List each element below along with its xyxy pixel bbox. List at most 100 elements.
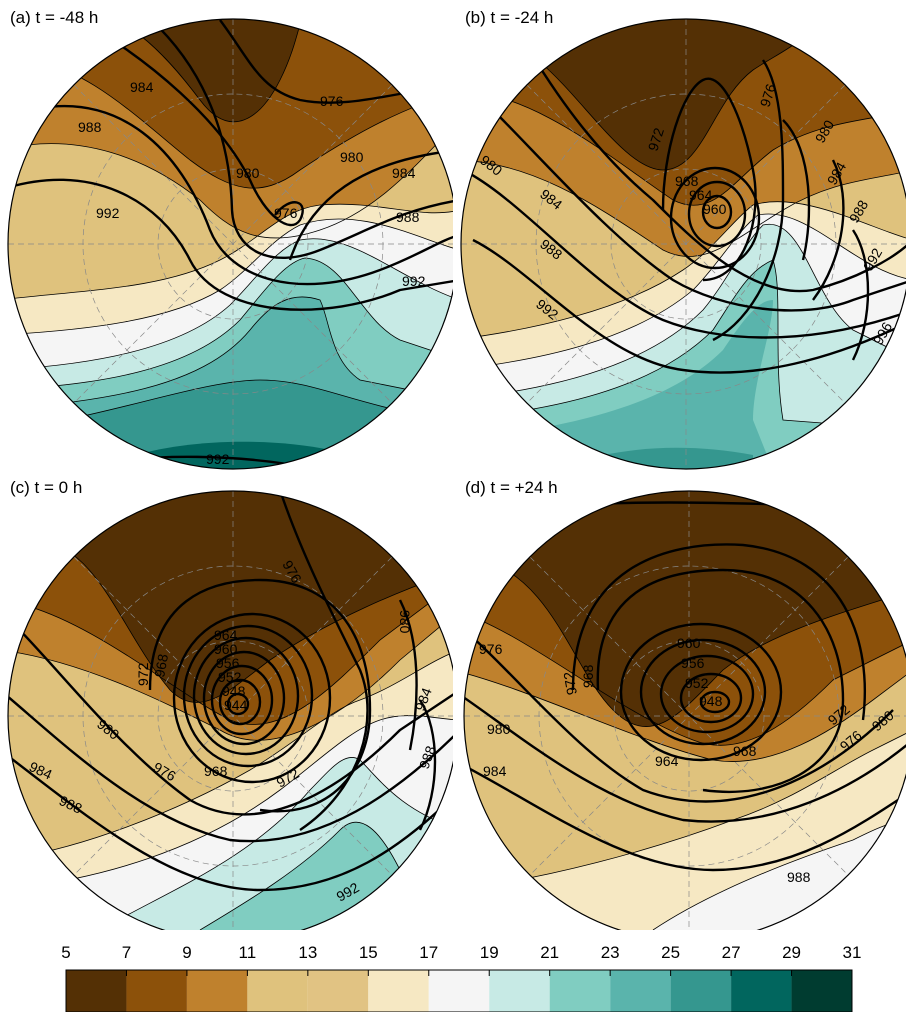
isobar-label: 984 <box>392 165 416 181</box>
isobar-label: 988 <box>787 869 811 885</box>
colorbar-swatch <box>791 970 852 1012</box>
isobar-label: 984 <box>412 685 435 713</box>
colorbar-tick-label: 11 <box>239 943 257 962</box>
shading-layer: 976 960 956 952 948 968 972 980 964 968 … <box>464 491 906 941</box>
colorbar-tick-label: 31 <box>843 943 862 962</box>
isobar-label: 968 <box>733 743 757 759</box>
isobar-labels: 984 976 988 980 980 984 992 976 988 992 … <box>78 79 426 467</box>
isobar-label: 948 <box>699 693 723 709</box>
colorbar-tick-label: 29 <box>782 943 801 962</box>
colorbar-tick-label: 13 <box>298 943 317 962</box>
shade-region <box>40 491 458 703</box>
panel-title: (a) t = -48 h <box>10 8 99 27</box>
colorbar-swatch <box>549 970 611 1012</box>
colorbar-swatch <box>186 970 248 1012</box>
isobar-label: 988 <box>396 209 420 225</box>
colorbar: 5 7 9 11 13 15 17 19 21 23 25 27 29 31 <box>0 930 906 1013</box>
shade-region <box>483 491 906 727</box>
graticule <box>8 491 458 941</box>
isobar-label: 964 <box>689 187 713 203</box>
isobar-label: 976 <box>274 205 298 221</box>
isobar-label: 968 <box>151 653 171 679</box>
panel-map: 976 980 964 960 956 952 948 944 972 968 … <box>7 490 459 942</box>
isobar-label: 984 <box>483 763 507 779</box>
colorbar-tick-label: 23 <box>601 943 620 962</box>
panel-map: 976 960 956 952 948 968 972 980 964 968 … <box>463 490 906 942</box>
colorbar-tick-label: 5 <box>61 943 70 962</box>
panel-d: (d) t = +24 h <box>453 470 906 942</box>
isobar-label: 972 <box>135 662 151 686</box>
colorbar-swatch <box>428 970 490 1012</box>
shading-layer: 976 972 976 980 980 968 964 960 984 984 … <box>461 19 906 469</box>
panel-a: (a) t = -48 h <box>0 0 459 470</box>
isobar-label: 992 <box>402 273 426 289</box>
isobar-label: 980 <box>236 165 260 181</box>
isobar-label: 976 <box>479 641 503 657</box>
colorbar-swatch <box>610 970 671 1012</box>
colorbar-tick-label: 15 <box>359 943 378 962</box>
isobar-label: 980 <box>487 721 511 737</box>
isobar-label: 968 <box>204 763 228 779</box>
panel-title: (c) t = 0 h <box>10 478 83 497</box>
colorbar-swatch <box>368 970 429 1012</box>
isobar-label: 988 <box>78 119 102 135</box>
isobar-layer <box>8 19 458 469</box>
isobar-label: 956 <box>681 655 705 671</box>
colorbar-tick-label: 21 <box>540 943 559 962</box>
isobar-label: 968 <box>675 173 699 189</box>
panel-map: 976 972 976 980 980 968 964 960 984 984 … <box>460 18 906 470</box>
isobar-label: 960 <box>214 641 238 657</box>
isobar-label: 948 <box>222 683 246 699</box>
map-boundary <box>460 18 906 470</box>
colorbar-tick-label: 19 <box>480 943 499 962</box>
colorbar-swatch <box>307 970 369 1012</box>
colorbar-tick-label: 9 <box>182 943 191 962</box>
graticule <box>8 19 458 469</box>
isobar-label: 952 <box>685 675 709 691</box>
isobar-label: 944 <box>224 697 248 713</box>
isobar-label: 972 <box>645 126 668 153</box>
isobar-label: 952 <box>218 669 242 685</box>
panel-b: (b) t = -24 h <box>453 0 906 470</box>
isobar-label: 976 <box>757 82 780 109</box>
shading-layer: 976 980 964 960 956 952 948 944 972 968 … <box>8 491 458 941</box>
isobar-label: 980 <box>397 610 413 634</box>
isobar-label: 960 <box>703 201 727 217</box>
colorbar-swatch <box>247 970 308 1012</box>
isobar-label: 984 <box>130 79 154 95</box>
colorbar-tick-label: 17 <box>419 943 438 962</box>
colorbar-tick-label: 7 <box>122 943 131 962</box>
isobar-label: 964 <box>214 627 238 643</box>
colorbar-swatch <box>670 970 732 1012</box>
colorbar-tick-label: 25 <box>661 943 680 962</box>
isobar-label: 968 <box>580 664 596 688</box>
panel-title: (d) t = +24 h <box>465 478 558 497</box>
colorbar-tick-label: 27 <box>722 943 741 962</box>
isobar-label: 992 <box>96 205 120 221</box>
graticule <box>461 19 906 469</box>
colorbar-swatch <box>126 970 187 1012</box>
isobar-label: 964 <box>655 753 679 769</box>
isobar-label: 976 <box>320 93 344 109</box>
isobar-layer <box>462 39 906 374</box>
isobar-label: 988 <box>416 743 439 771</box>
isobar-layer <box>464 501 906 872</box>
isobar-label: 992 <box>206 451 230 467</box>
colorbar-swatch <box>731 970 792 1012</box>
colorbar-svg: 5 7 9 11 13 15 17 19 21 23 25 27 29 31 <box>61 943 862 1013</box>
shading-boundaries <box>8 19 458 431</box>
panel-c: (c) t = 0 h <box>0 470 459 942</box>
isobar-label: 956 <box>216 655 240 671</box>
shade-region <box>60 19 310 122</box>
isobar-label: 980 <box>340 149 364 165</box>
panel-title: (b) t = -24 h <box>465 8 554 27</box>
panel-map: 984 976 988 980 980 984 992 976 988 992 … <box>7 18 459 470</box>
shading-layer: 984 976 988 980 980 984 992 976 988 992 … <box>8 19 458 469</box>
shade-region <box>461 260 906 469</box>
isobar-label: 960 <box>677 635 701 651</box>
colorbar-swatch <box>66 970 127 1012</box>
shade-region <box>461 300 773 469</box>
isobar-layer <box>8 491 458 892</box>
graticule <box>464 491 906 941</box>
isobar-label: 972 <box>560 670 580 696</box>
